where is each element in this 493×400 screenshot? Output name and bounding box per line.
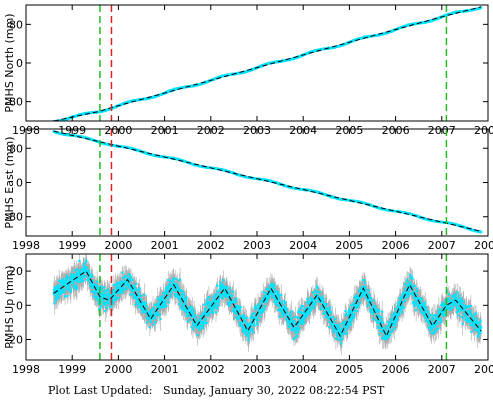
- plot-area: [52, 129, 483, 236]
- y-tick-label: 80: [9, 18, 23, 31]
- north-panel: 1998 1999 2000 2001 2002 2003 2004 2005 2006 2007…: [3, 4, 493, 137]
- east-panel: 1998 1999 2000 2001 2002 2003 2004 2005 2006 2007…: [3, 128, 493, 252]
- axis-ticks: [25, 5, 489, 121]
- y-axis-label: PMHS North (mm): [3, 13, 16, 112]
- plot-area: [52, 5, 483, 121]
- model-line: [53, 6, 482, 121]
- x-tick-label: 2008: [474, 124, 493, 137]
- y-tick-label: 0: [16, 57, 23, 70]
- y-tick-label: -80: [5, 96, 23, 109]
